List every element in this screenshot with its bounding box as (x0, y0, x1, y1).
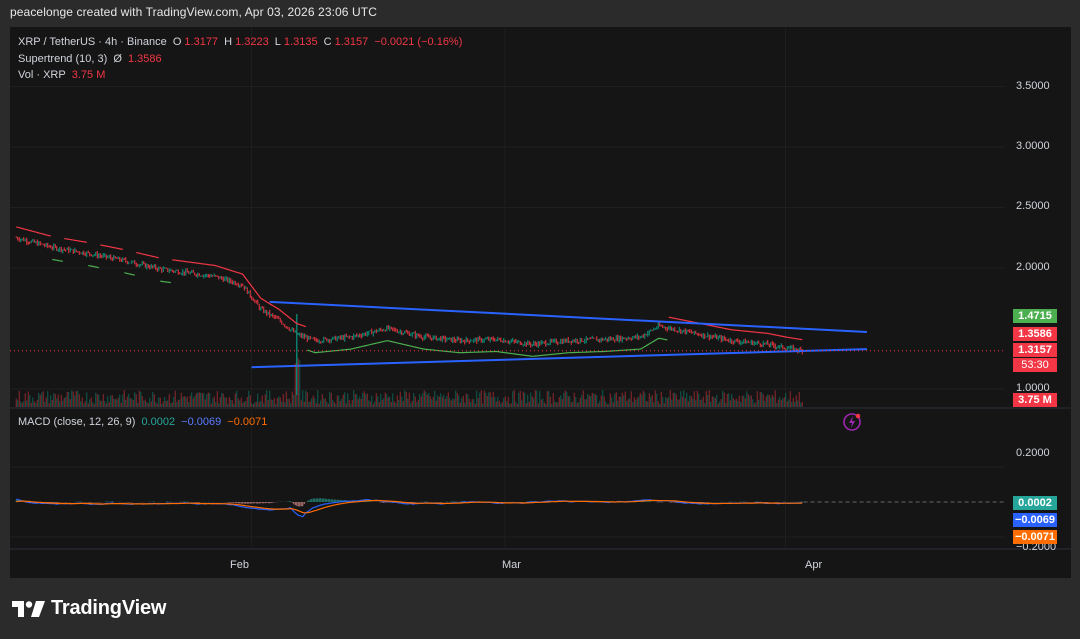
supertrend-line (16, 226, 51, 237)
brand-name: TradingView (51, 597, 167, 619)
low-label: L (274, 36, 281, 48)
supertrend-empty-icon: Ø (113, 53, 122, 65)
macd-hist-badge: 0.0002 (1013, 496, 1057, 510)
time-tick: Feb (230, 559, 249, 571)
supertrend-line (668, 316, 803, 341)
supertrend-line (160, 280, 171, 284)
symbol-name[interactable]: XRP / TetherUS · 4h · Binance (18, 36, 167, 48)
volume-legend[interactable]: Vol · XRP 3.75 M (18, 69, 108, 81)
supertrend-legend[interactable]: Supertrend (10, 3) Ø 1.3586 (18, 53, 165, 65)
price-tick: 1.0000 (1016, 382, 1050, 394)
upper-trendline (269, 300, 868, 333)
supertrend-line (172, 259, 306, 328)
supertrend-line (307, 337, 668, 357)
macd-signal-line (16, 499, 803, 514)
close-value: 1.3157 (334, 36, 369, 48)
macd-tick: 0.2000 (1016, 447, 1050, 459)
supertrend-value: 1.3586 (127, 53, 162, 65)
volume-value: 3.75 M (71, 69, 106, 81)
price-tick: 2.0000 (1016, 261, 1050, 273)
price-tick: 3.0000 (1016, 140, 1050, 152)
lower-trendline (251, 348, 867, 369)
chart-caption: peacelonge created with TradingView.com,… (10, 5, 377, 19)
time-tick: Mar (502, 559, 521, 571)
price-tick: 2.5000 (1016, 200, 1050, 212)
price-tick: 3.5000 (1016, 80, 1050, 92)
alert-bolt-icon[interactable] (843, 413, 861, 431)
open-value: 1.3177 (184, 36, 219, 48)
price-chart[interactable] (10, 27, 1071, 578)
supertrend-line (124, 272, 135, 276)
macd-signal-value: −0.0071 (227, 416, 268, 428)
macd-hist-value: 0.0002 (141, 416, 176, 428)
open-label: O (172, 36, 182, 48)
bar-countdown-badge: 53:30 (1013, 358, 1057, 372)
supertrend-line (64, 237, 87, 243)
high-value: 1.3223 (235, 36, 269, 48)
macd-legend[interactable]: MACD (close, 12, 26, 9) 0.0002 −0.0069 −… (18, 416, 270, 428)
supertrend-line (52, 258, 63, 262)
time-tick: Apr (805, 559, 823, 571)
brand-logo: TradingView (12, 597, 166, 620)
macd-line-value: −0.0069 (181, 416, 222, 428)
macd-line-badge: −0.0069 (1013, 513, 1057, 527)
macd-signal-badge: −0.0071 (1013, 530, 1057, 544)
last-price-badge: 1.3157 (1013, 343, 1057, 357)
supertrend-label[interactable]: Supertrend (10, 3) (18, 53, 108, 65)
supertrend-price-badge: 1.3586 (1013, 327, 1057, 341)
volume-badge: 3.75 M (1013, 393, 1057, 407)
macd-tick: −0.2000 (1016, 541, 1057, 553)
low-value: 1.3135 (283, 36, 318, 48)
close-label: C (323, 36, 332, 48)
change-value: −0.0021 (−0.16%) (374, 36, 463, 48)
trendline-price-badge: 1.4715 (1013, 309, 1057, 323)
volume-label[interactable]: Vol · XRP (18, 69, 66, 81)
macd-label[interactable]: MACD (close, 12, 26, 9) (18, 416, 136, 428)
high-label: H (224, 36, 233, 48)
tradingview-logo-icon (12, 600, 45, 617)
supertrend-line (88, 264, 99, 269)
supertrend-line (100, 244, 123, 250)
supertrend-line (136, 251, 159, 259)
